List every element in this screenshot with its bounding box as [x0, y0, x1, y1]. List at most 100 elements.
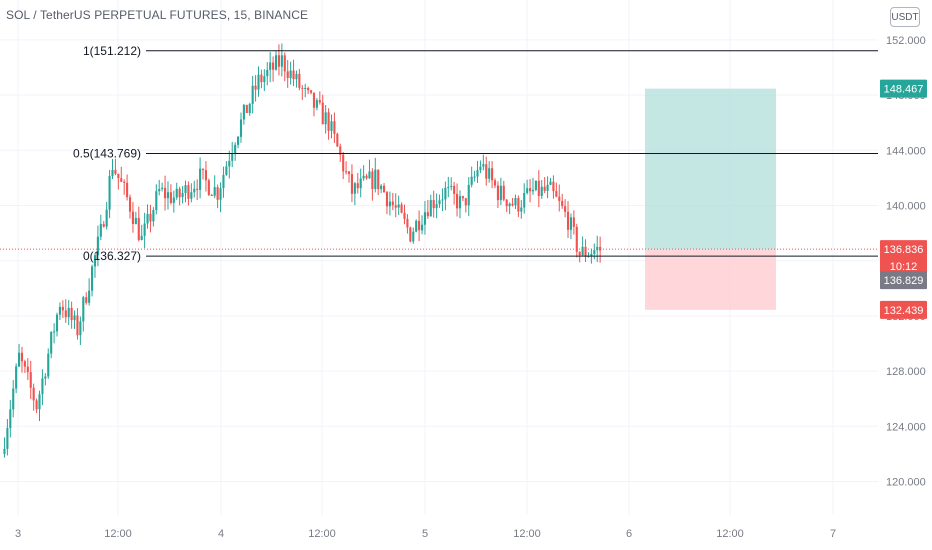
candle-body	[418, 220, 421, 231]
candle	[172, 190, 175, 213]
candle-body	[581, 246, 584, 256]
candle-body	[572, 217, 575, 227]
candle-body	[41, 378, 44, 395]
candle-body	[38, 394, 41, 410]
candle-body	[464, 198, 467, 206]
candle-body	[365, 175, 368, 179]
candle-body	[420, 224, 424, 231]
candle-body	[254, 85, 257, 90]
candle	[581, 236, 584, 257]
candle	[169, 184, 172, 205]
candle	[491, 161, 494, 189]
candle-body	[266, 69, 269, 77]
fib-retracement[interactable]: 1(151.212) 0.5(143.769) 0(136.327)	[73, 44, 878, 263]
candle	[23, 359, 26, 373]
candle-body	[283, 55, 286, 72]
candle	[584, 239, 587, 262]
candle	[166, 181, 170, 210]
candle-body	[105, 209, 108, 227]
candle-body	[488, 168, 491, 179]
candle	[50, 331, 53, 359]
candle-body	[263, 76, 266, 83]
fib-level[interactable]: 0(136.327)	[83, 249, 878, 263]
candle	[146, 204, 149, 229]
candle	[38, 390, 41, 421]
candle-body	[491, 168, 494, 181]
candle-body	[269, 62, 272, 70]
candle-body	[578, 251, 581, 256]
candle-body	[23, 361, 26, 367]
candle	[164, 175, 167, 211]
target-zone[interactable]	[645, 88, 776, 250]
candle	[301, 85, 304, 100]
candle	[403, 204, 406, 225]
candle-body	[251, 85, 254, 104]
candle-body	[347, 171, 351, 175]
candle-body	[555, 191, 558, 197]
candle-body	[67, 307, 70, 318]
fib-level[interactable]: 0.5(143.769)	[73, 146, 878, 160]
candle	[41, 369, 44, 406]
candle-body	[70, 307, 73, 321]
candle	[117, 173, 120, 190]
candle-body	[3, 448, 6, 454]
candle	[280, 43, 283, 77]
candle-body	[280, 55, 283, 67]
candle-body	[496, 185, 499, 201]
candle	[292, 59, 295, 87]
candle-body	[248, 103, 251, 113]
candle	[196, 179, 199, 201]
candle-body	[219, 188, 222, 200]
current-price-text: 136.829	[884, 275, 924, 287]
candle	[587, 252, 590, 258]
candle	[362, 165, 365, 181]
candle-body	[432, 200, 435, 209]
candle-body	[114, 169, 117, 174]
candle-body	[590, 253, 593, 256]
current-price-label: 136.829	[880, 271, 927, 290]
candle	[438, 194, 441, 208]
candle-body	[523, 192, 526, 208]
candle-body	[225, 166, 228, 176]
time-tick-label: 4	[218, 528, 224, 540]
candle	[564, 199, 567, 218]
currency-button[interactable]: USDT	[890, 7, 920, 27]
candle-body	[76, 315, 79, 336]
candle	[523, 183, 526, 214]
candle-body	[26, 366, 29, 373]
candle	[201, 168, 205, 180]
candle-body	[327, 112, 330, 131]
candle	[137, 206, 140, 242]
candle	[508, 202, 511, 215]
candle-body	[304, 87, 307, 89]
candle	[397, 195, 400, 216]
time-axis[interactable]: 3 12:00 4 12:00 5 12:00 6 12:00 7	[15, 528, 836, 540]
candle-body	[55, 314, 59, 332]
candle	[336, 132, 339, 147]
candle	[441, 188, 444, 212]
candle-body	[85, 297, 88, 303]
stop-zone[interactable]	[645, 249, 776, 310]
candle-body	[193, 188, 196, 193]
candle	[184, 180, 187, 203]
candle	[496, 181, 499, 209]
candle	[254, 75, 257, 102]
candle-body	[9, 409, 12, 429]
candle-body	[406, 218, 409, 228]
candle-body	[397, 204, 400, 208]
candle	[315, 97, 318, 111]
candle-body	[260, 74, 263, 83]
candle	[409, 226, 412, 243]
candle	[204, 161, 207, 192]
candle-body	[549, 181, 552, 185]
candle	[406, 214, 409, 234]
candle-body	[99, 224, 102, 237]
candle-body	[166, 192, 170, 199]
candle-body	[377, 169, 380, 190]
candle-body	[391, 201, 394, 206]
fib-level[interactable]: 1(151.212)	[83, 44, 878, 58]
candle-body	[181, 192, 184, 198]
candle-body	[242, 104, 245, 120]
candle-body	[143, 223, 146, 236]
